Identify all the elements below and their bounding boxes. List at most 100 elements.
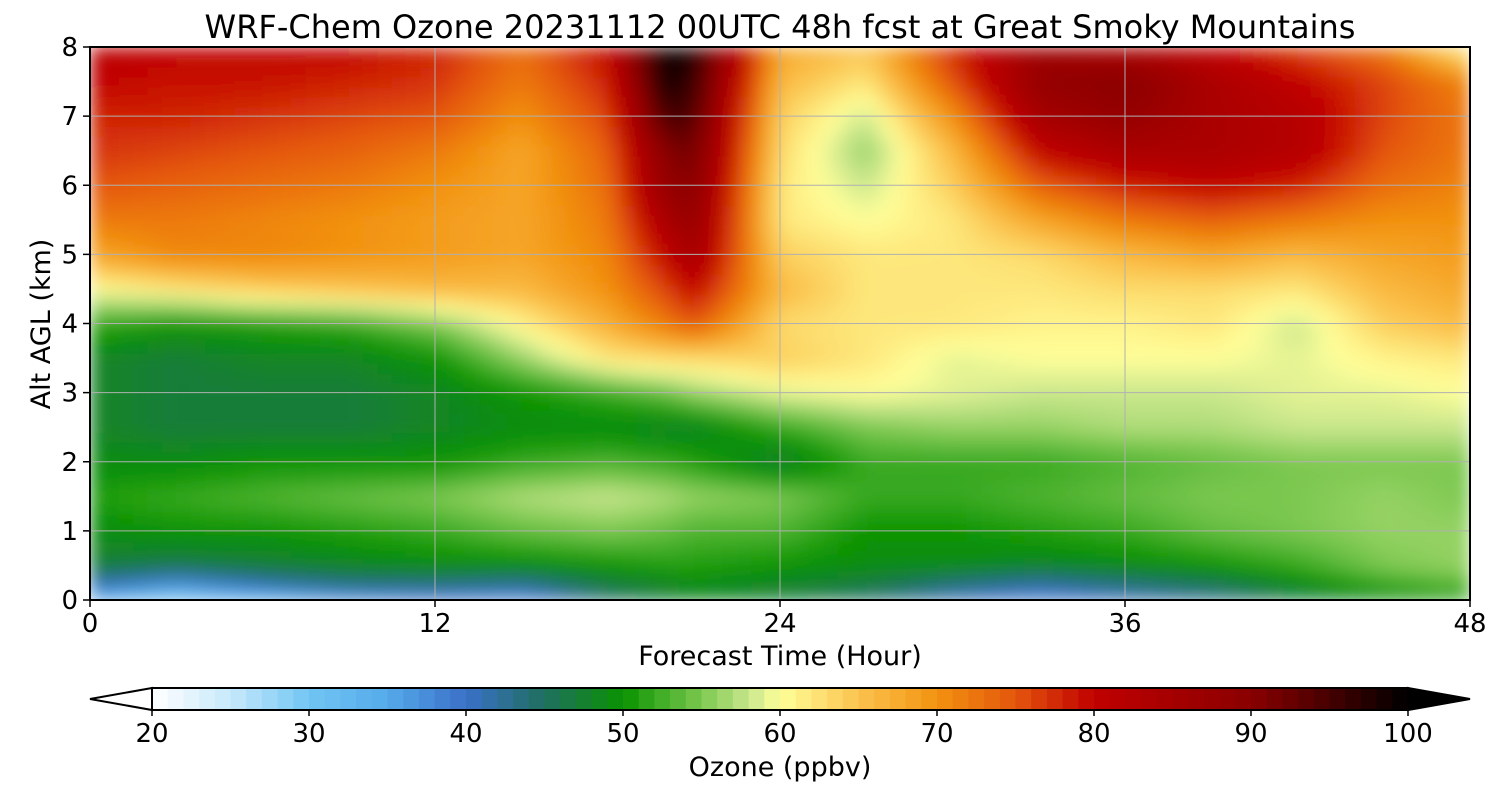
ozone-cell — [248, 521, 264, 532]
ozone-cell — [219, 590, 235, 600]
ozone-cell — [607, 254, 623, 266]
ozone-cell — [765, 185, 781, 196]
ozone-cell — [1153, 274, 1169, 285]
ozone-cell — [276, 372, 293, 384]
ozone-cell — [593, 442, 609, 453]
ozone-cell — [650, 432, 666, 443]
ozone-cell — [1240, 303, 1256, 315]
ozone-cell — [1398, 205, 1414, 216]
ozone-cell — [406, 530, 422, 542]
ozone-cell — [506, 540, 523, 552]
ozone-cell — [521, 382, 537, 394]
ozone-cell — [276, 274, 293, 285]
ozone-cell — [1024, 96, 1040, 108]
ozone-cell — [708, 293, 724, 305]
ozone-cell — [1196, 372, 1213, 384]
ozone-cell — [420, 372, 436, 384]
ozone-cell — [952, 313, 968, 325]
ozone-cell — [348, 274, 364, 285]
ozone-cell — [521, 372, 537, 384]
ozone-cell — [895, 580, 911, 591]
ozone-cell — [708, 234, 724, 246]
ozone-cell — [636, 86, 652, 98]
ozone-cell — [952, 86, 968, 98]
ozone-cell — [305, 590, 321, 600]
ozone-cell — [1268, 471, 1284, 483]
ozone-cell — [966, 511, 983, 522]
ozone-cell — [1182, 432, 1198, 443]
ozone-cell — [708, 511, 724, 522]
ozone-cell — [1010, 303, 1026, 315]
ozone-cell — [578, 224, 594, 236]
ozone-cell — [981, 372, 997, 384]
ozone-cell — [621, 363, 638, 374]
ozone-cell — [1254, 432, 1270, 443]
ozone-cell — [521, 185, 537, 196]
ozone-cell — [693, 234, 709, 246]
ozone-cell — [463, 244, 479, 256]
ozone-cell — [564, 363, 580, 374]
ozone-cell — [219, 491, 235, 503]
ozone-cell — [219, 432, 235, 443]
ozone-cell — [377, 244, 393, 256]
ozone-cell — [1038, 442, 1054, 453]
ozone-cell — [1369, 126, 1385, 137]
ozone-cell — [1182, 214, 1198, 226]
ozone-cell — [1355, 363, 1371, 374]
ozone-cell — [736, 442, 753, 453]
ozone-cell — [866, 511, 882, 522]
ozone-cell — [463, 323, 479, 335]
ozone-cell — [1139, 185, 1155, 196]
ozone-cell — [262, 205, 278, 216]
ozone-cell — [492, 293, 508, 305]
ozone-cell — [147, 165, 163, 177]
ozone-cell — [291, 580, 307, 591]
ozone-cell — [808, 106, 824, 117]
ozone-cell — [205, 205, 221, 216]
ozone-cell — [377, 530, 393, 542]
ozone-cell — [1211, 451, 1227, 463]
ozone-cell — [176, 481, 192, 493]
ozone-cell — [593, 501, 609, 512]
ozone-cell — [90, 195, 106, 206]
ozone-cell — [262, 175, 278, 187]
ozone-cell — [722, 590, 738, 600]
ozone-cell — [880, 471, 896, 483]
ozone-cell — [1426, 590, 1443, 600]
ozone-cell — [1311, 372, 1328, 384]
ozone-cell — [1053, 540, 1069, 552]
ozone-cell — [895, 135, 911, 147]
ozone-cell — [981, 214, 997, 226]
ozone-cell — [1355, 580, 1371, 591]
ozone-cell — [449, 135, 465, 147]
ozone-cell — [578, 343, 594, 354]
ozone-cell — [1268, 214, 1284, 226]
ozone-cell — [952, 303, 968, 315]
ozone-cell — [1110, 442, 1126, 453]
ozone-cell — [1383, 471, 1399, 483]
ozone-cell — [751, 323, 767, 335]
ozone-cell — [1096, 511, 1112, 522]
ozone-cell — [291, 284, 307, 295]
ozone-cell — [1211, 392, 1227, 404]
ozone-cell — [909, 511, 925, 522]
ozone-cell — [593, 313, 609, 325]
ozone-cell — [550, 402, 566, 414]
ozone-cell — [895, 343, 911, 354]
ozone-cell — [363, 511, 379, 522]
ozone-cell — [909, 284, 925, 295]
ozone-cell — [866, 442, 882, 453]
ozone-cell — [463, 471, 479, 483]
ozone-cell — [1168, 372, 1184, 384]
ozone-cell — [621, 86, 638, 98]
ozone-cell — [1355, 303, 1371, 315]
ozone-cell — [851, 382, 868, 394]
ozone-cell — [981, 471, 997, 483]
ozone-cell — [837, 323, 853, 335]
ozone-cell — [1053, 165, 1069, 177]
ozone-cell — [248, 333, 264, 345]
ozone-cell — [1024, 303, 1040, 315]
ozone-cell — [521, 224, 537, 236]
ozone-cell — [205, 363, 221, 374]
ozone-cell — [1010, 451, 1026, 463]
